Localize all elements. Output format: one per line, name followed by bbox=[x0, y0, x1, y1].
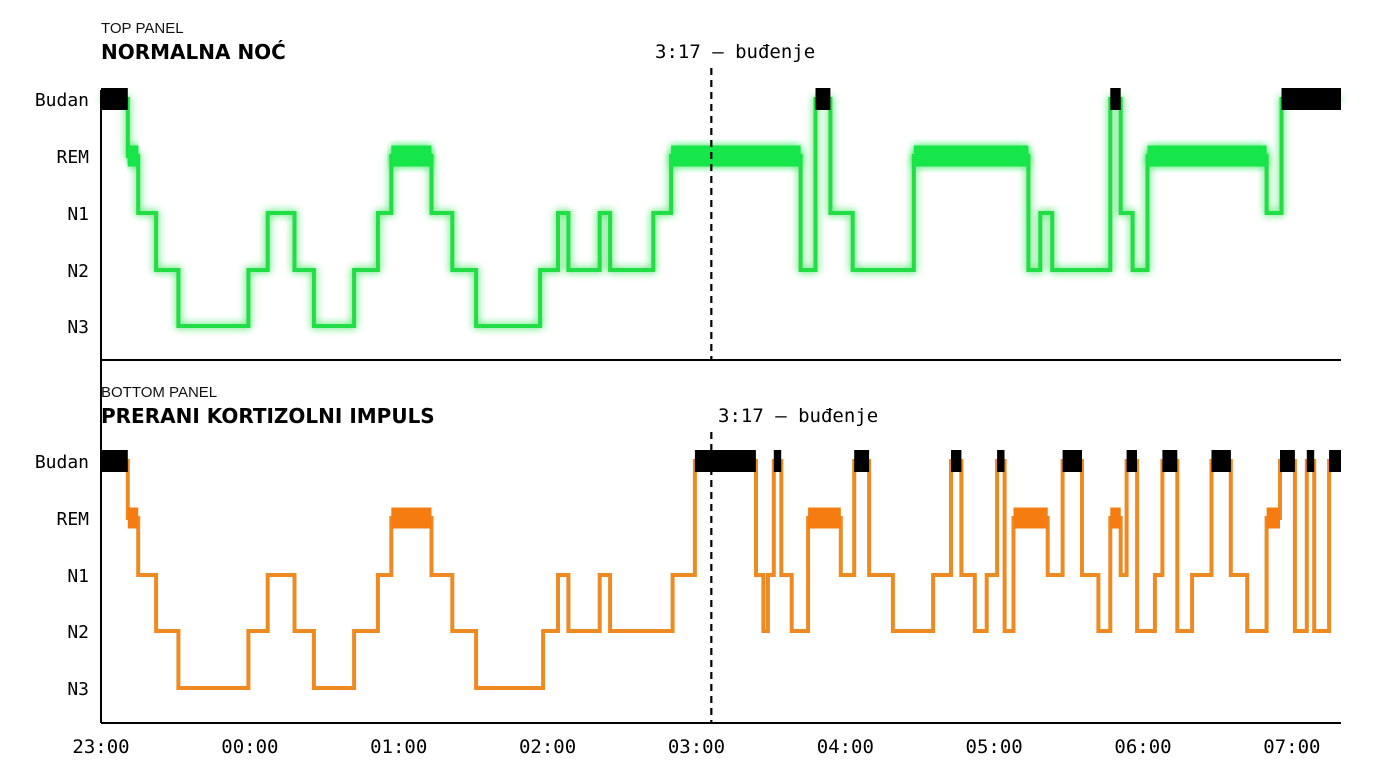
bottom-wake-block bbox=[773, 450, 782, 472]
bottom-rem-block bbox=[808, 507, 841, 529]
x-tick-label: 00:00 bbox=[221, 736, 278, 758]
top-wake-block bbox=[1110, 88, 1121, 110]
bottom-rem-block bbox=[1266, 507, 1280, 529]
bottom-wake-block bbox=[694, 450, 756, 472]
top-wake-block bbox=[815, 88, 831, 110]
bottom-wake-block bbox=[1329, 450, 1341, 472]
top-rem-block bbox=[1147, 145, 1267, 167]
bottom-wake-block bbox=[854, 450, 870, 472]
top-hypnogram-line bbox=[101, 97, 1341, 328]
bottom-ylabel-n1: N1 bbox=[67, 566, 89, 587]
bottom-panel-title: PRERANI KORTIZOLNI IMPULS bbox=[101, 404, 435, 428]
top-panel-title: NORMALNA NOĆ bbox=[101, 40, 286, 64]
bottom-wake-block bbox=[101, 450, 128, 472]
bottom-wake-block bbox=[1211, 450, 1231, 472]
bottom-ylabel-n2: N2 bbox=[67, 622, 89, 643]
bottom-wake-block bbox=[1062, 450, 1082, 472]
top-ylabel-rem: REM bbox=[56, 147, 89, 168]
bottom-ylabel-n3: N3 bbox=[67, 679, 89, 700]
x-tick-label: 07:00 bbox=[1263, 736, 1320, 758]
bottom-wake-block bbox=[1280, 450, 1295, 472]
x-tick-label: 01:00 bbox=[370, 736, 427, 758]
top-panel-plot: N3 N2 N1 REM Budan bbox=[35, 68, 1341, 361]
bottom-wake-block bbox=[951, 450, 962, 472]
bottom-hypnogram-line bbox=[101, 459, 1341, 690]
bottom-rem-block bbox=[127, 507, 139, 529]
top-ylabel-n3: N3 bbox=[67, 317, 89, 338]
top-rem-block bbox=[671, 145, 801, 167]
bottom-wake-block bbox=[1306, 450, 1315, 472]
bottom-rem-block bbox=[1110, 507, 1121, 529]
top-ylabel-n2: N2 bbox=[67, 261, 89, 282]
bottom-wake-block bbox=[1162, 450, 1178, 472]
top-wake-block bbox=[101, 88, 128, 110]
bottom-rem-block bbox=[1013, 507, 1048, 529]
x-tick-label: 23:00 bbox=[72, 736, 129, 758]
x-tick-label: 03:00 bbox=[668, 736, 725, 758]
top-wake-block bbox=[1281, 88, 1341, 110]
top-ylabel-budan: Budan bbox=[35, 90, 89, 111]
top-rem-block bbox=[391, 145, 432, 167]
bottom-ylabel-budan: Budan bbox=[35, 452, 89, 473]
bottom-wake-block bbox=[997, 450, 1005, 472]
x-tick-label: 06:00 bbox=[1114, 736, 1171, 758]
top-rem-block bbox=[127, 145, 139, 167]
top-rem-block bbox=[913, 145, 1029, 167]
top-panel-kicker: TOP PANEL bbox=[101, 20, 184, 37]
top-ylabel-n1: N1 bbox=[67, 204, 89, 225]
bottom-wake-block bbox=[1126, 450, 1137, 472]
bottom-panel-plot: N3 N2 N1 REM Budan bbox=[35, 90, 1341, 724]
bottom-rem-block bbox=[391, 507, 432, 529]
x-axis-labels: 23:00 00:00 01:00 02:00 03:00 04:00 05:00 06:00… bbox=[72, 736, 1320, 758]
x-tick-label: 05:00 bbox=[966, 736, 1023, 758]
top-wake-annotation: 3:17 — buđenje bbox=[655, 41, 815, 63]
bottom-ylabel-rem: REM bbox=[56, 509, 89, 530]
x-tick-label: 02:00 bbox=[519, 736, 576, 758]
bottom-wake-annotation: 3:17 — buđenje bbox=[718, 405, 878, 427]
bottom-panel-kicker: BOTTOM PANEL bbox=[101, 384, 217, 401]
x-tick-label: 04:00 bbox=[817, 736, 874, 758]
